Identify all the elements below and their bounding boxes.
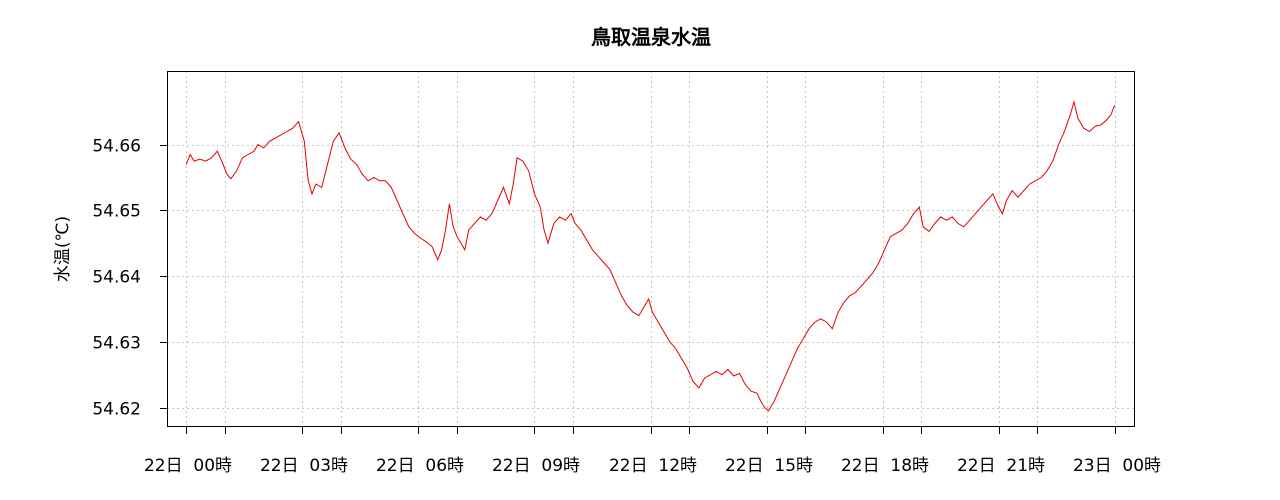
y-tick-label: 54.63: [92, 334, 141, 354]
y-axis-label: 水温(℃): [53, 216, 73, 282]
x-axis: 22日 00時 22日 03時 22日 06時 22日 09時 22日 12時 22日 1…: [144, 426, 1161, 476]
x-tick-label: 22日 00時: [144, 456, 232, 476]
x-tick-label: 23日 00時: [1073, 456, 1161, 476]
plot-frame: [167, 71, 1135, 427]
x-tick-label: 22日 12時: [609, 456, 697, 476]
y-tick-label: 54.66: [92, 137, 141, 157]
x-tick-label: 22日 06時: [376, 456, 464, 476]
x-tick-label: 22日 03時: [260, 456, 348, 476]
x-tick-label: 22日 15時: [725, 456, 813, 476]
grid: [167, 71, 1134, 426]
y-tick-label: 54.62: [92, 400, 141, 420]
y-axis: 54.62 54.63 54.64 54.65 54.66: [92, 137, 167, 420]
series-layer: [185, 99, 1116, 412]
y-tick-label: 54.65: [92, 202, 141, 222]
water-temperature-line: [185, 99, 1116, 412]
x-tick-label: 22日 09時: [492, 456, 580, 476]
x-tick-label: 22日 18時: [841, 456, 929, 476]
x-tick-label: 22日 21時: [957, 456, 1045, 476]
y-tick-label: 54.64: [92, 268, 141, 288]
chart-title: 鳥取温泉水温: [591, 25, 711, 49]
